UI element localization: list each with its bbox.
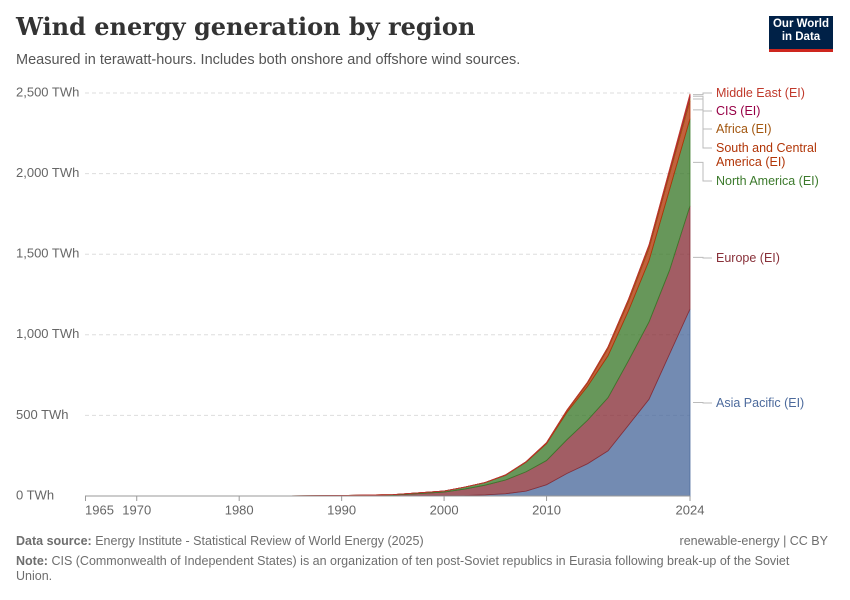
legend-entry[interactable]: Africa (EI) [716,122,772,136]
x-tick-label: 2000 [430,502,459,517]
legend-entry[interactable]: North America (EI) [716,174,819,188]
y-tick-label: 1,000 TWh [16,326,79,341]
license[interactable]: renewable-energy | CC BY [679,534,828,548]
x-tick-label: 2010 [532,502,561,517]
x-tick-label: 1965 [85,502,114,517]
logo[interactable]: Our World in Data [769,16,833,52]
y-tick-label: 2,000 TWh [16,165,79,180]
legend-connector [693,98,712,130]
note-label: Note: [16,554,48,568]
area [85,93,691,497]
source-text: Energy Institute - Statistical Review of… [95,534,424,548]
y-tick-label: 1,500 TWh [16,246,79,261]
x-tick-label: 2024 [676,502,705,517]
note: Note: CIS (Commonwealth of Independent S… [16,554,816,584]
chart-title: Wind energy generation by region [16,12,476,41]
source-label: Data source: [16,534,92,548]
y-tick-label: 0 TWh [16,487,54,502]
legend-entry[interactable]: Asia Pacific (EI) [716,396,805,410]
legend-connector [693,256,712,259]
note-text: CIS (Commonwealth of Independent States)… [16,554,790,583]
legend-connector [693,95,712,112]
x-tick-label: 1980 [225,502,254,517]
subtitle: Measured in terawatt-hours. Includes bot… [16,52,521,68]
x-tick-label: 1970 [122,502,151,517]
legend-connector [693,161,712,182]
source: Data source: Energy Institute - Statisti… [16,534,424,548]
legend-entry[interactable]: Europe (EI) [716,251,780,265]
legend-connector [693,92,712,96]
x-tick-label: 1990 [327,502,356,517]
legend-entry[interactable]: CIS (EI) [716,104,761,118]
legend-entry[interactable]: South and Central America (EI) [716,141,817,169]
y-tick-label: 500 TWh [16,407,69,422]
area [85,205,691,497]
legend-entry[interactable]: Middle East (EI) [716,86,805,100]
y-tick-label: 2,500 TWh [16,84,79,99]
